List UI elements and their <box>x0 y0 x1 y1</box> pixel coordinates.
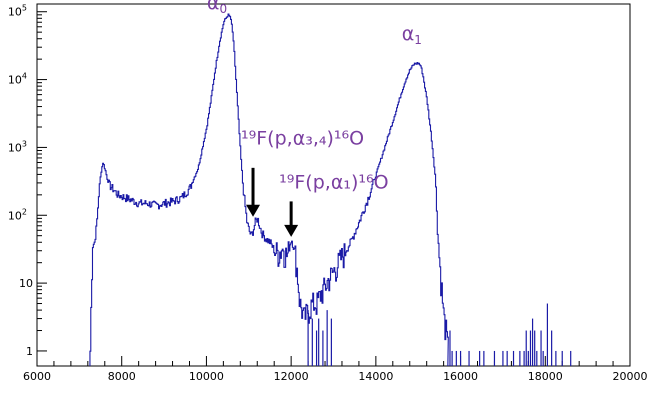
peak-label-alpha0: α0 <box>207 0 227 16</box>
x-tick-labels: 6000 8000 10000 12000 14000 16000 18000 20000 <box>23 370 648 383</box>
x-tick-label: 10000 <box>189 370 224 383</box>
x-tick-label: 14000 <box>358 370 393 383</box>
y-tick-label: 102 <box>8 207 27 222</box>
reaction-label-reaction2: ¹⁹F(p,α₁)¹⁶O <box>279 171 388 193</box>
x-tick-label: 18000 <box>528 370 563 383</box>
x-tick-label: 6000 <box>23 370 51 383</box>
arrow-head-reaction2 <box>284 224 299 237</box>
x-tick-label: 8000 <box>108 370 136 383</box>
arrow-head-reaction1 <box>246 204 261 217</box>
x-tick-label: 20000 <box>613 370 648 383</box>
y-tick-label: 10 <box>19 277 33 290</box>
peak-label-alpha1: α1 <box>402 23 422 47</box>
plot-frame <box>36 3 631 367</box>
axis-ticks <box>36 11 631 366</box>
y-tick-label: 104 <box>8 72 27 87</box>
y-tick-label: 103 <box>8 139 27 154</box>
reaction-label-reaction1: ¹⁹F(p,α₃,₄)¹⁶O <box>241 128 364 150</box>
y-tick-labels: 1 10 102 103 104 105 <box>8 4 33 358</box>
y-tick-label: 1 <box>26 345 33 358</box>
spectrum-trace <box>89 13 449 367</box>
y-tick-label: 105 <box>8 4 27 19</box>
spectrum-noise <box>307 303 572 366</box>
peak-annotations: α0 α1 ¹⁹F(p,α₃,₄)¹⁶O ¹⁹F(p,α₁)¹⁶O <box>207 0 422 237</box>
x-tick-label: 16000 <box>443 370 478 383</box>
x-tick-label: 12000 <box>274 370 309 383</box>
